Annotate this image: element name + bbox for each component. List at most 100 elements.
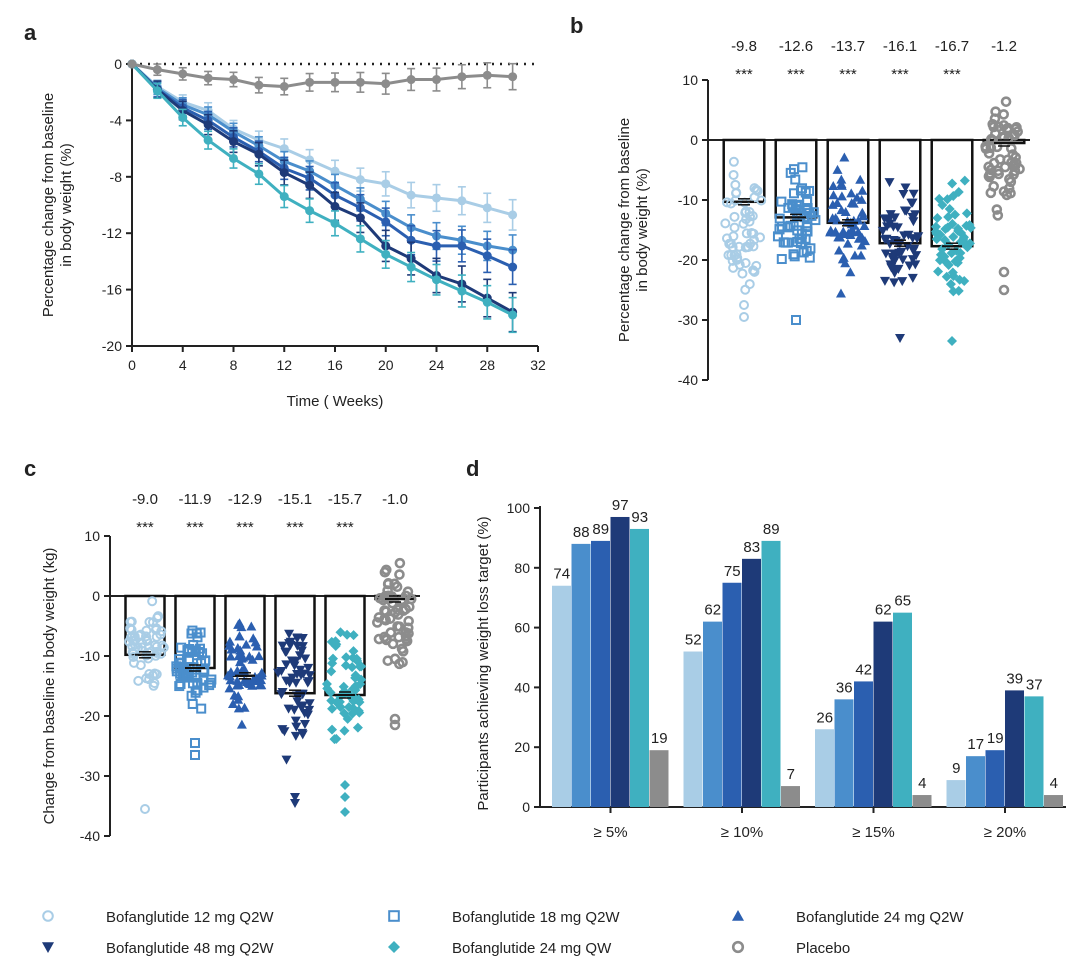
panel-a-x-tick-label: 4	[179, 357, 187, 373]
panel-c-dot	[151, 631, 162, 642]
panel-b-dot	[1011, 122, 1022, 133]
panel-c-outlier	[290, 793, 300, 802]
panel-d-bar-placebo	[912, 795, 932, 807]
panel-c-dot	[353, 694, 364, 705]
panel-b-dot	[835, 288, 846, 298]
panel-a-line-g24qw	[130, 62, 514, 317]
panel-b-group-g48: -16.1 ***	[877, 38, 924, 343]
panel-c-dot	[297, 642, 308, 652]
panel-b-dot	[907, 255, 918, 265]
panel-b-dot	[737, 268, 748, 279]
panel-c-dot	[300, 654, 311, 664]
panel-a-point	[508, 72, 518, 82]
panel-c-dot	[303, 663, 314, 673]
panel-b-dot	[889, 278, 900, 288]
panel-c-dot	[348, 630, 359, 641]
panel-c-y-tick-label: -40	[80, 828, 100, 844]
panel-b-dot	[792, 210, 803, 221]
panel-d-x-tick-label: ≥ 20%	[984, 824, 1026, 841]
panel-b-y-tick-label: -40	[678, 372, 698, 388]
panel-c-dot	[256, 680, 267, 690]
panel-c-dot	[276, 666, 287, 676]
panel-c-dot	[126, 616, 137, 627]
panel-a-point	[457, 72, 467, 82]
panel-b-dot	[993, 168, 1004, 180]
panel-c-dot	[128, 651, 139, 662]
panel-b-dot	[1009, 165, 1021, 177]
panel-c-dot	[277, 641, 288, 651]
panel-b-dot	[985, 133, 997, 145]
panel-a-x-tick-label: 12	[276, 357, 292, 373]
panel-a-x-tick-label: 28	[479, 357, 495, 373]
panel-a-series-g24	[127, 59, 518, 286]
panel-b-dot	[791, 200, 802, 211]
legend-label: Bofanglutide 24 mg Q2W	[796, 909, 964, 926]
panel-c-significance: ***	[336, 519, 354, 536]
panel-b-dot	[902, 242, 913, 252]
panel-a-point	[457, 196, 467, 206]
panel-b-dot	[832, 164, 843, 174]
panel-a-point	[432, 275, 441, 285]
panel-d-y-title: Participants achieving weight loss targe…	[475, 516, 492, 810]
panel-a-point	[432, 75, 441, 85]
panel-b-dot	[934, 193, 945, 204]
panel-b-y-tick-label: 10	[682, 72, 698, 88]
panel-b-outlier	[998, 284, 1010, 296]
panel-c-dot	[171, 666, 182, 677]
panel-c-dot	[331, 697, 342, 708]
panel-b-dot	[839, 152, 850, 162]
panel-c-dot	[289, 705, 300, 715]
panel-c-bar-g24	[224, 594, 266, 678]
panel-a-point	[508, 310, 518, 320]
legend-item-g48: Bofanglutide 48 mg Q2W	[42, 940, 274, 957]
panel-b-dot	[944, 204, 955, 215]
panel-b-dot	[857, 185, 868, 195]
panel-b-dot	[776, 254, 787, 265]
panel-b-significance: ***	[891, 66, 909, 83]
panel-a-point	[330, 201, 340, 211]
panel-b-dot	[738, 218, 749, 229]
panel-b-mean-label: -16.1	[883, 38, 917, 55]
panel-c-dot	[234, 631, 245, 641]
panel-c-outlier	[190, 750, 200, 760]
panel-b-dot	[801, 221, 812, 232]
panel-c-dot	[327, 724, 338, 735]
panel-b-dot	[808, 207, 819, 218]
panel-b-y-tick-label: -10	[678, 192, 698, 208]
panel-d-y-tick-label: 100	[507, 500, 531, 516]
panel-c-dot	[182, 645, 193, 656]
panel-b-significance: ***	[839, 66, 857, 83]
panel-c-dot	[135, 660, 146, 671]
legend-marker-g12	[42, 910, 54, 922]
panel-c-dot	[191, 628, 202, 639]
panel-b-outlier	[791, 315, 801, 325]
panel-a-point	[305, 155, 315, 165]
panel-c-dot	[290, 716, 301, 726]
panel-d-value-label: 19	[651, 730, 668, 747]
panel-c-dot	[224, 683, 235, 693]
panel-b-dot	[980, 141, 991, 152]
panel-b-dot	[880, 249, 891, 259]
panel-a-point	[482, 203, 492, 213]
panel-d-bar-g12	[946, 780, 966, 807]
panel-c-dot	[372, 617, 383, 628]
panel-b-dot	[909, 244, 920, 254]
panel-c-dot	[183, 669, 194, 680]
panel-b-dot	[788, 188, 799, 199]
panel-d-value-label: 42	[855, 661, 872, 678]
panel-b-dot	[801, 245, 812, 256]
panel-c-dot	[256, 670, 267, 680]
panel-a-x-tick-label: 24	[429, 357, 445, 373]
panel-d-value-label: 37	[1026, 676, 1043, 693]
panel-a-line-g18	[130, 62, 513, 252]
panel-b-mean-label: -12.6	[779, 38, 813, 55]
panel-c-outlier	[389, 719, 401, 731]
panel-d-value-label: 39	[1006, 670, 1023, 687]
panel-b-dot	[897, 277, 908, 287]
panel-b-dot	[896, 247, 907, 257]
panel-c-dot	[229, 690, 240, 700]
panel-b-dot	[900, 183, 911, 193]
panel-a-point	[305, 206, 315, 216]
panel-b-dot	[940, 224, 951, 235]
